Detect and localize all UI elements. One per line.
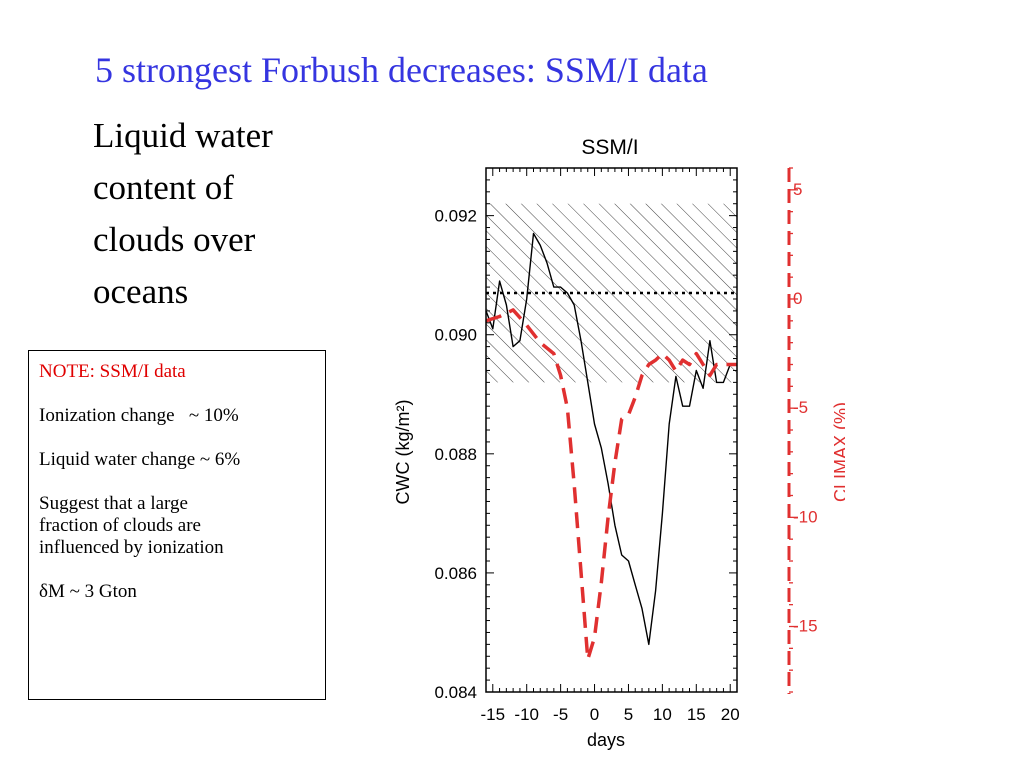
subtitle-line: oceans bbox=[93, 272, 189, 311]
y-axis-label: CWC (kg/m²) bbox=[393, 400, 413, 505]
note-ionization: Ionization change ~ 10% bbox=[39, 405, 239, 426]
note-header: NOTE: SSM/I data bbox=[39, 361, 186, 382]
note-suggest-line: fraction of clouds are bbox=[39, 515, 201, 536]
note-suggest-line: influenced by ionization bbox=[39, 537, 224, 558]
x-axis-label: days bbox=[587, 730, 625, 750]
y2-tick-label: -15 bbox=[793, 617, 818, 636]
y2-tick-label: 0 bbox=[793, 289, 802, 308]
y-tick-label: 0.084 bbox=[434, 683, 477, 702]
note-suggest-line: Suggest that a large bbox=[39, 493, 188, 514]
y-tick-label: 0.092 bbox=[434, 207, 477, 226]
y2-tick-label: -5 bbox=[793, 398, 808, 417]
x-tick-label: 20 bbox=[721, 705, 740, 724]
y2-tick-label: -10 bbox=[793, 507, 818, 526]
subtitle-line: content of bbox=[93, 168, 234, 207]
x-tick-label: 10 bbox=[653, 705, 672, 724]
series-line-climax bbox=[485, 308, 737, 662]
x-tick-label: 5 bbox=[624, 705, 633, 724]
note-box: NOTE: SSM/I data Ionization change ~ 10%… bbox=[28, 350, 326, 700]
x-tick-label: -10 bbox=[514, 705, 539, 724]
y-tick-label: 0.088 bbox=[434, 445, 477, 464]
slide-title: 5 strongest Forbush decreases: SSM/I dat… bbox=[95, 50, 708, 90]
y2-axis-label: CLIMAX (%) bbox=[831, 402, 845, 502]
x-tick-label: 0 bbox=[590, 705, 599, 724]
x-tick-label: -5 bbox=[553, 705, 568, 724]
chart-title: SSM/I bbox=[581, 136, 638, 159]
subtitle-line: clouds over bbox=[93, 220, 256, 259]
note-delta-m: δM ~ 3 Gton bbox=[39, 581, 137, 602]
y-tick-label: 0.086 bbox=[434, 564, 477, 583]
series-line-cwc bbox=[485, 232, 737, 646]
x-tick-label: -15 bbox=[480, 705, 505, 724]
x-tick-label: 15 bbox=[687, 705, 706, 724]
note-liquid: Liquid water change ~ 6% bbox=[39, 449, 241, 470]
y2-tick-label: 5 bbox=[793, 180, 802, 199]
y-tick-label: 0.090 bbox=[434, 326, 477, 345]
cwc-climax-chart: SSM/I -15 -10 -5 0 5 10 15 20 0.084 0.086 0.088 0.0… bbox=[393, 136, 845, 750]
subtitle-line: Liquid water bbox=[93, 116, 273, 155]
subtitle: Liquid water content of clouds over ocea… bbox=[93, 110, 353, 318]
